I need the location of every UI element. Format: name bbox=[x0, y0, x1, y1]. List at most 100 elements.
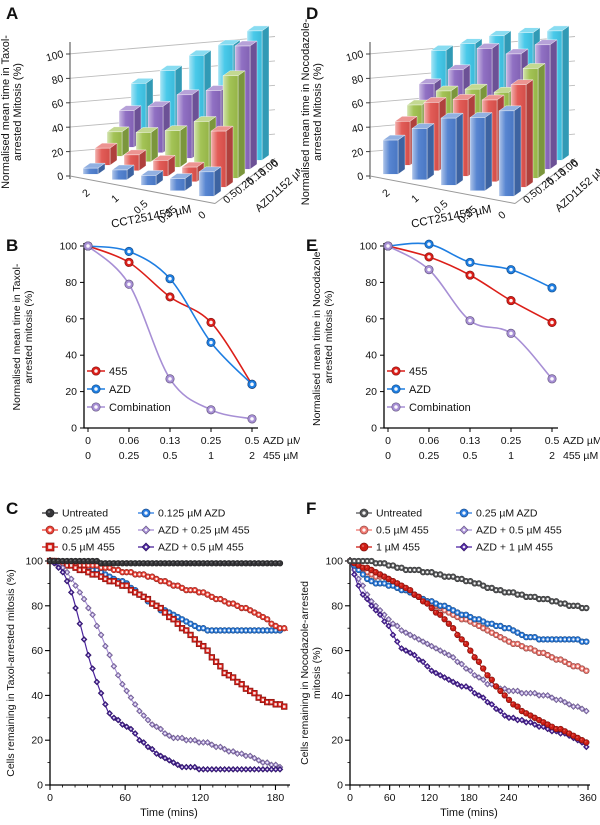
svg-text:40: 40 bbox=[65, 350, 77, 362]
panel-f-label: F bbox=[306, 499, 317, 518]
svg-text:0: 0 bbox=[356, 170, 365, 183]
svg-text:Cells remaining in Taxol-arres: Cells remaining in Taxol-arrested mitosi… bbox=[5, 569, 17, 777]
svg-text:80: 80 bbox=[65, 277, 77, 289]
svg-text:0.13: 0.13 bbox=[160, 435, 181, 447]
svg-text:arrested mitosis (%): arrested mitosis (%) bbox=[23, 290, 35, 383]
svg-text:20: 20 bbox=[365, 386, 377, 398]
svg-text:0: 0 bbox=[347, 792, 353, 804]
svg-text:2: 2 bbox=[549, 450, 555, 462]
svg-text:120: 120 bbox=[192, 792, 210, 804]
svg-text:180: 180 bbox=[267, 792, 285, 804]
panel-f: 0 60 120 180 240 360 0 20 40 60 80 100 Time (mins) Ce… bbox=[300, 497, 600, 825]
svg-text:0.25 µM AZD: 0.25 µM AZD bbox=[476, 508, 538, 520]
svg-text:AZD + 0.25 µM 455: AZD + 0.25 µM 455 bbox=[158, 525, 250, 537]
svg-text:40: 40 bbox=[31, 690, 43, 702]
svg-text:0.25: 0.25 bbox=[419, 450, 440, 462]
svg-text:CCT251455 µM: CCT251455 µM bbox=[110, 203, 192, 230]
svg-text:455: 455 bbox=[109, 366, 127, 378]
svg-text:AZD + 0.5 µM 455: AZD + 0.5 µM 455 bbox=[476, 525, 562, 537]
svg-text:Normalised mean time in Nocoda: Normalised mean time in Nocodazole- bbox=[311, 248, 323, 426]
panel-c: 0 60 120 180 0 20 40 60 80 100 Time (mins) Cells re… bbox=[0, 497, 300, 825]
svg-text:CCT251455 µM: CCT251455 µM bbox=[410, 203, 492, 230]
svg-text:1: 1 bbox=[409, 192, 421, 205]
svg-text:Time (mins): Time (mins) bbox=[440, 807, 498, 819]
svg-text:100: 100 bbox=[325, 556, 343, 568]
svg-text:0.06: 0.06 bbox=[419, 435, 440, 447]
svg-text:40: 40 bbox=[365, 350, 377, 362]
svg-text:0.13: 0.13 bbox=[460, 435, 481, 447]
svg-text:Time (mins): Time (mins) bbox=[140, 807, 198, 819]
svg-text:240: 240 bbox=[500, 792, 518, 804]
svg-text:100: 100 bbox=[59, 241, 77, 253]
svg-text:180: 180 bbox=[460, 792, 478, 804]
svg-text:20: 20 bbox=[65, 386, 77, 398]
svg-text:0: 0 bbox=[337, 780, 343, 792]
svg-text:40: 40 bbox=[50, 121, 65, 136]
svg-text:2: 2 bbox=[80, 187, 92, 200]
svg-text:Combination: Combination bbox=[109, 402, 171, 414]
svg-text:60: 60 bbox=[119, 792, 131, 804]
svg-text:Normalised mean time in Taxol-: Normalised mean time in Taxol- bbox=[11, 263, 23, 410]
panel-c-time-course-chart: 0 60 120 180 0 20 40 60 80 100 Time (mins) Cells re… bbox=[5, 508, 290, 819]
svg-text:0.5: 0.5 bbox=[463, 450, 478, 462]
svg-text:0.25: 0.25 bbox=[201, 435, 222, 447]
svg-text:0.25 µM 455: 0.25 µM 455 bbox=[62, 525, 121, 537]
svg-text:AZD: AZD bbox=[109, 384, 131, 396]
svg-text:0: 0 bbox=[37, 780, 43, 792]
svg-text:100: 100 bbox=[359, 241, 377, 253]
svg-text:0.25: 0.25 bbox=[119, 450, 140, 462]
svg-text:2: 2 bbox=[249, 450, 255, 462]
panel-e-label: E bbox=[306, 236, 318, 255]
svg-text:0: 0 bbox=[85, 450, 91, 462]
svg-text:arrested mitosis (%): arrested mitosis (%) bbox=[323, 290, 335, 383]
svg-text:455 µM: 455 µM bbox=[263, 450, 298, 462]
panel-d-label: D bbox=[306, 4, 319, 23]
svg-text:20: 20 bbox=[31, 735, 43, 747]
svg-text:0: 0 bbox=[496, 209, 508, 222]
panel-d: 0 20 40 60 80 100 2 1 0.5 0.25 0 0.5 0.25 0.13 0.06 0 CC… bbox=[300, 0, 600, 230]
svg-text:100: 100 bbox=[25, 556, 43, 568]
svg-text:80: 80 bbox=[350, 73, 365, 88]
svg-text:40: 40 bbox=[331, 690, 343, 702]
svg-text:0.5: 0.5 bbox=[245, 435, 260, 447]
svg-text:60: 60 bbox=[331, 645, 343, 657]
svg-text:0: 0 bbox=[385, 435, 391, 447]
svg-text:0: 0 bbox=[71, 423, 77, 435]
svg-text:Combination: Combination bbox=[409, 402, 471, 414]
svg-text:40: 40 bbox=[350, 121, 365, 136]
svg-text:60: 60 bbox=[350, 97, 365, 112]
panel-b: 0 20 40 60 80 100 0 0.06 0.13 0.25 0.5 AZD µM 0 0.25 0… bbox=[0, 232, 300, 495]
svg-text:0.25: 0.25 bbox=[501, 435, 522, 447]
svg-text:20: 20 bbox=[50, 146, 65, 161]
svg-text:0.06: 0.06 bbox=[119, 435, 140, 447]
svg-text:AZD µM: AZD µM bbox=[263, 435, 300, 447]
svg-text:1: 1 bbox=[109, 192, 121, 205]
svg-text:Cells remaining in Nocodazole-: Cells remaining in Nocodazole-arrested bbox=[300, 581, 311, 765]
svg-text:1: 1 bbox=[508, 450, 514, 462]
svg-text:mitosis (%): mitosis (%) bbox=[311, 647, 323, 699]
svg-text:455: 455 bbox=[409, 366, 427, 378]
svg-text:455 µM: 455 µM bbox=[563, 450, 598, 462]
panel-f-time-course-chart: 0 60 120 180 240 360 0 20 40 60 80 100 Time (mins) Ce… bbox=[300, 508, 597, 819]
svg-text:60: 60 bbox=[31, 645, 43, 657]
panel-c-label: C bbox=[6, 499, 19, 518]
svg-text:Normalised mean time in Taxol-: Normalised mean time in Taxol- bbox=[0, 35, 12, 189]
svg-text:AZD + 0.5 µM 455: AZD + 0.5 µM 455 bbox=[158, 542, 244, 554]
svg-text:20: 20 bbox=[331, 735, 343, 747]
svg-text:60: 60 bbox=[65, 313, 77, 325]
panel-a: 0 20 40 60 80 100 2 1 0.5 0.25 0 0.5 0.25 0.13 0.06 0 CC… bbox=[0, 0, 300, 230]
svg-text:0: 0 bbox=[85, 435, 91, 447]
svg-text:AZD + 1 µM 455: AZD + 1 µM 455 bbox=[476, 542, 553, 554]
svg-text:Normalised mean time in Nocoda: Normalised mean time in Nocodazole- bbox=[300, 18, 312, 205]
panel-e: 0 20 40 60 80 100 0 0.06 0.13 0.25 0.5 AZD µM 0 0.25 0… bbox=[300, 232, 600, 495]
svg-text:0: 0 bbox=[47, 792, 53, 804]
svg-text:0: 0 bbox=[196, 209, 208, 222]
svg-text:60: 60 bbox=[50, 97, 65, 112]
svg-text:60: 60 bbox=[365, 313, 377, 325]
svg-text:arrested Mitosis (%): arrested Mitosis (%) bbox=[12, 63, 24, 161]
svg-text:20: 20 bbox=[350, 146, 365, 161]
